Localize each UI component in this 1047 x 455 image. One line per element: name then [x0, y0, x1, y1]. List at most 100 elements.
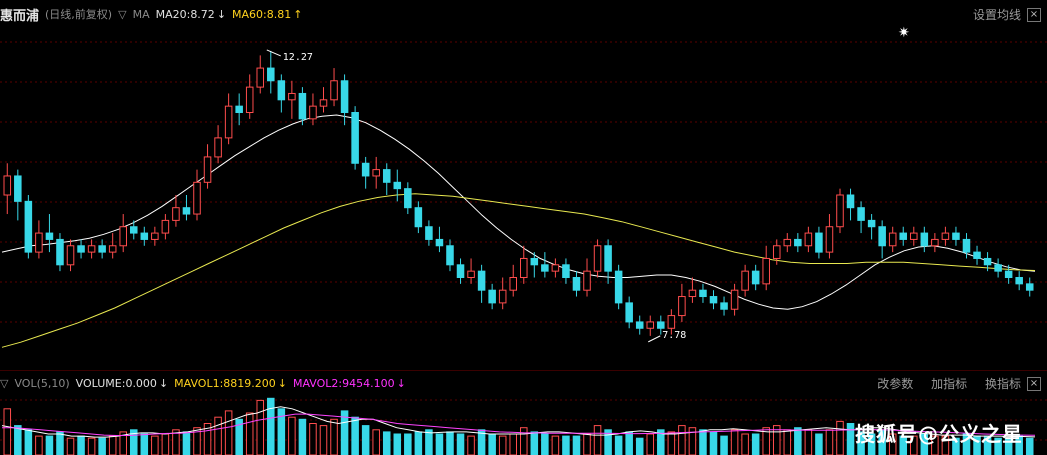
volume-bar	[646, 433, 655, 455]
candle-body	[741, 270, 749, 291]
volume-bar	[920, 433, 929, 455]
volume-bar	[319, 425, 328, 455]
sparkle-icon: ✷	[898, 25, 910, 41]
volume-bar	[151, 435, 159, 455]
candle-body	[635, 321, 644, 329]
volume-bar	[245, 412, 254, 455]
close-price-panel-icon[interactable]: ×	[1027, 8, 1041, 22]
candle-body	[77, 245, 85, 253]
candle-body	[35, 232, 43, 253]
candle-body	[625, 302, 633, 323]
candle-body	[794, 238, 802, 247]
candle-body	[298, 92, 307, 120]
candle-body	[730, 289, 739, 310]
volume-bar	[182, 431, 191, 455]
mavol1-arrow-icon: ↓	[277, 376, 287, 390]
candle-body	[973, 251, 981, 259]
mavol1-value: MAVOL1:8819.200	[174, 376, 276, 390]
volume-bar	[24, 429, 33, 455]
volume-bar	[541, 433, 549, 455]
candle-body	[340, 80, 349, 114]
volume-bar	[140, 433, 149, 455]
candle-body	[45, 232, 54, 240]
volume-bar	[899, 435, 908, 455]
candle-body	[720, 302, 728, 310]
volume-bar	[962, 433, 971, 455]
volume-bar	[467, 435, 475, 455]
volume-bar	[77, 435, 85, 455]
volume-bar	[867, 433, 876, 455]
collapse-toggle-icon[interactable]: ▽	[118, 7, 127, 21]
volume-bar	[509, 433, 517, 455]
volume-bar	[256, 399, 265, 455]
volume-bar	[3, 408, 12, 455]
volume-bar	[730, 429, 739, 455]
candle-body	[751, 270, 760, 285]
volume-bar	[382, 431, 391, 455]
volume-bar	[562, 435, 570, 455]
volume-bar	[35, 435, 43, 455]
candle-body	[509, 277, 517, 291]
volume-bar	[161, 433, 170, 455]
volume-bar	[288, 416, 296, 455]
volume-bar	[635, 437, 644, 455]
candle-body	[393, 181, 402, 190]
candle-body	[203, 156, 212, 183]
candle-body	[24, 200, 33, 253]
volume-bar	[678, 425, 686, 455]
candle-body	[382, 169, 391, 183]
candle-body	[931, 238, 939, 247]
watermark: 搜狐号@公义之星	[855, 422, 1023, 446]
volume-bar	[193, 427, 201, 455]
volume-bar	[741, 433, 749, 455]
candle-body	[330, 80, 338, 101]
volume-bar	[414, 431, 423, 455]
volume-bar	[530, 431, 539, 455]
candle-body	[530, 257, 539, 266]
candle-body	[14, 175, 22, 202]
candle-body	[878, 226, 886, 247]
switch-indicator-button[interactable]: 换指标	[984, 377, 1021, 391]
candle-body	[488, 289, 496, 304]
candle-body	[245, 86, 254, 114]
candle-body	[888, 232, 897, 247]
candle-body	[804, 232, 813, 247]
candle-body	[404, 188, 412, 209]
ma20-line	[1, 114, 1036, 310]
volume-bar	[720, 435, 728, 455]
volume-bar	[45, 435, 54, 455]
candle-body	[172, 207, 180, 221]
period-label: (日线,前复权)	[45, 8, 113, 21]
candle-body	[520, 257, 528, 279]
add-indicator-button[interactable]: 加指标	[931, 377, 968, 391]
candle-body	[87, 245, 96, 253]
ma60-up-arrow-icon: ↑	[293, 7, 303, 21]
candle-body	[941, 232, 950, 240]
candle-body	[267, 67, 275, 82]
volume-bar	[709, 431, 718, 455]
vol-collapse-toggle-icon[interactable]: ▽	[0, 376, 9, 390]
high-label: 12.27	[283, 52, 313, 63]
ma-settings-button[interactable]: 设置均线	[972, 8, 1021, 22]
candle-body	[994, 264, 1002, 272]
candle-body	[1004, 270, 1013, 278]
volume-bar	[435, 433, 444, 455]
candle-body	[667, 315, 676, 329]
volume-bar	[551, 435, 560, 455]
volume-bar	[846, 423, 855, 455]
candle-body	[1025, 283, 1034, 291]
ma-settings-group: 设置均线	[959, 6, 1021, 23]
mavol2-line	[2, 413, 1036, 436]
change-params-button[interactable]: 改参数	[877, 377, 914, 391]
candle-body	[140, 232, 149, 240]
low-label: 7.78	[662, 330, 686, 341]
volume-bar	[1004, 437, 1013, 455]
volume-bar	[108, 435, 117, 455]
candle-body	[572, 277, 581, 291]
candle-body	[836, 194, 844, 228]
volume-bar	[836, 420, 844, 455]
close-volume-panel-icon[interactable]: ×	[1027, 377, 1041, 391]
volume-bar	[56, 431, 64, 455]
